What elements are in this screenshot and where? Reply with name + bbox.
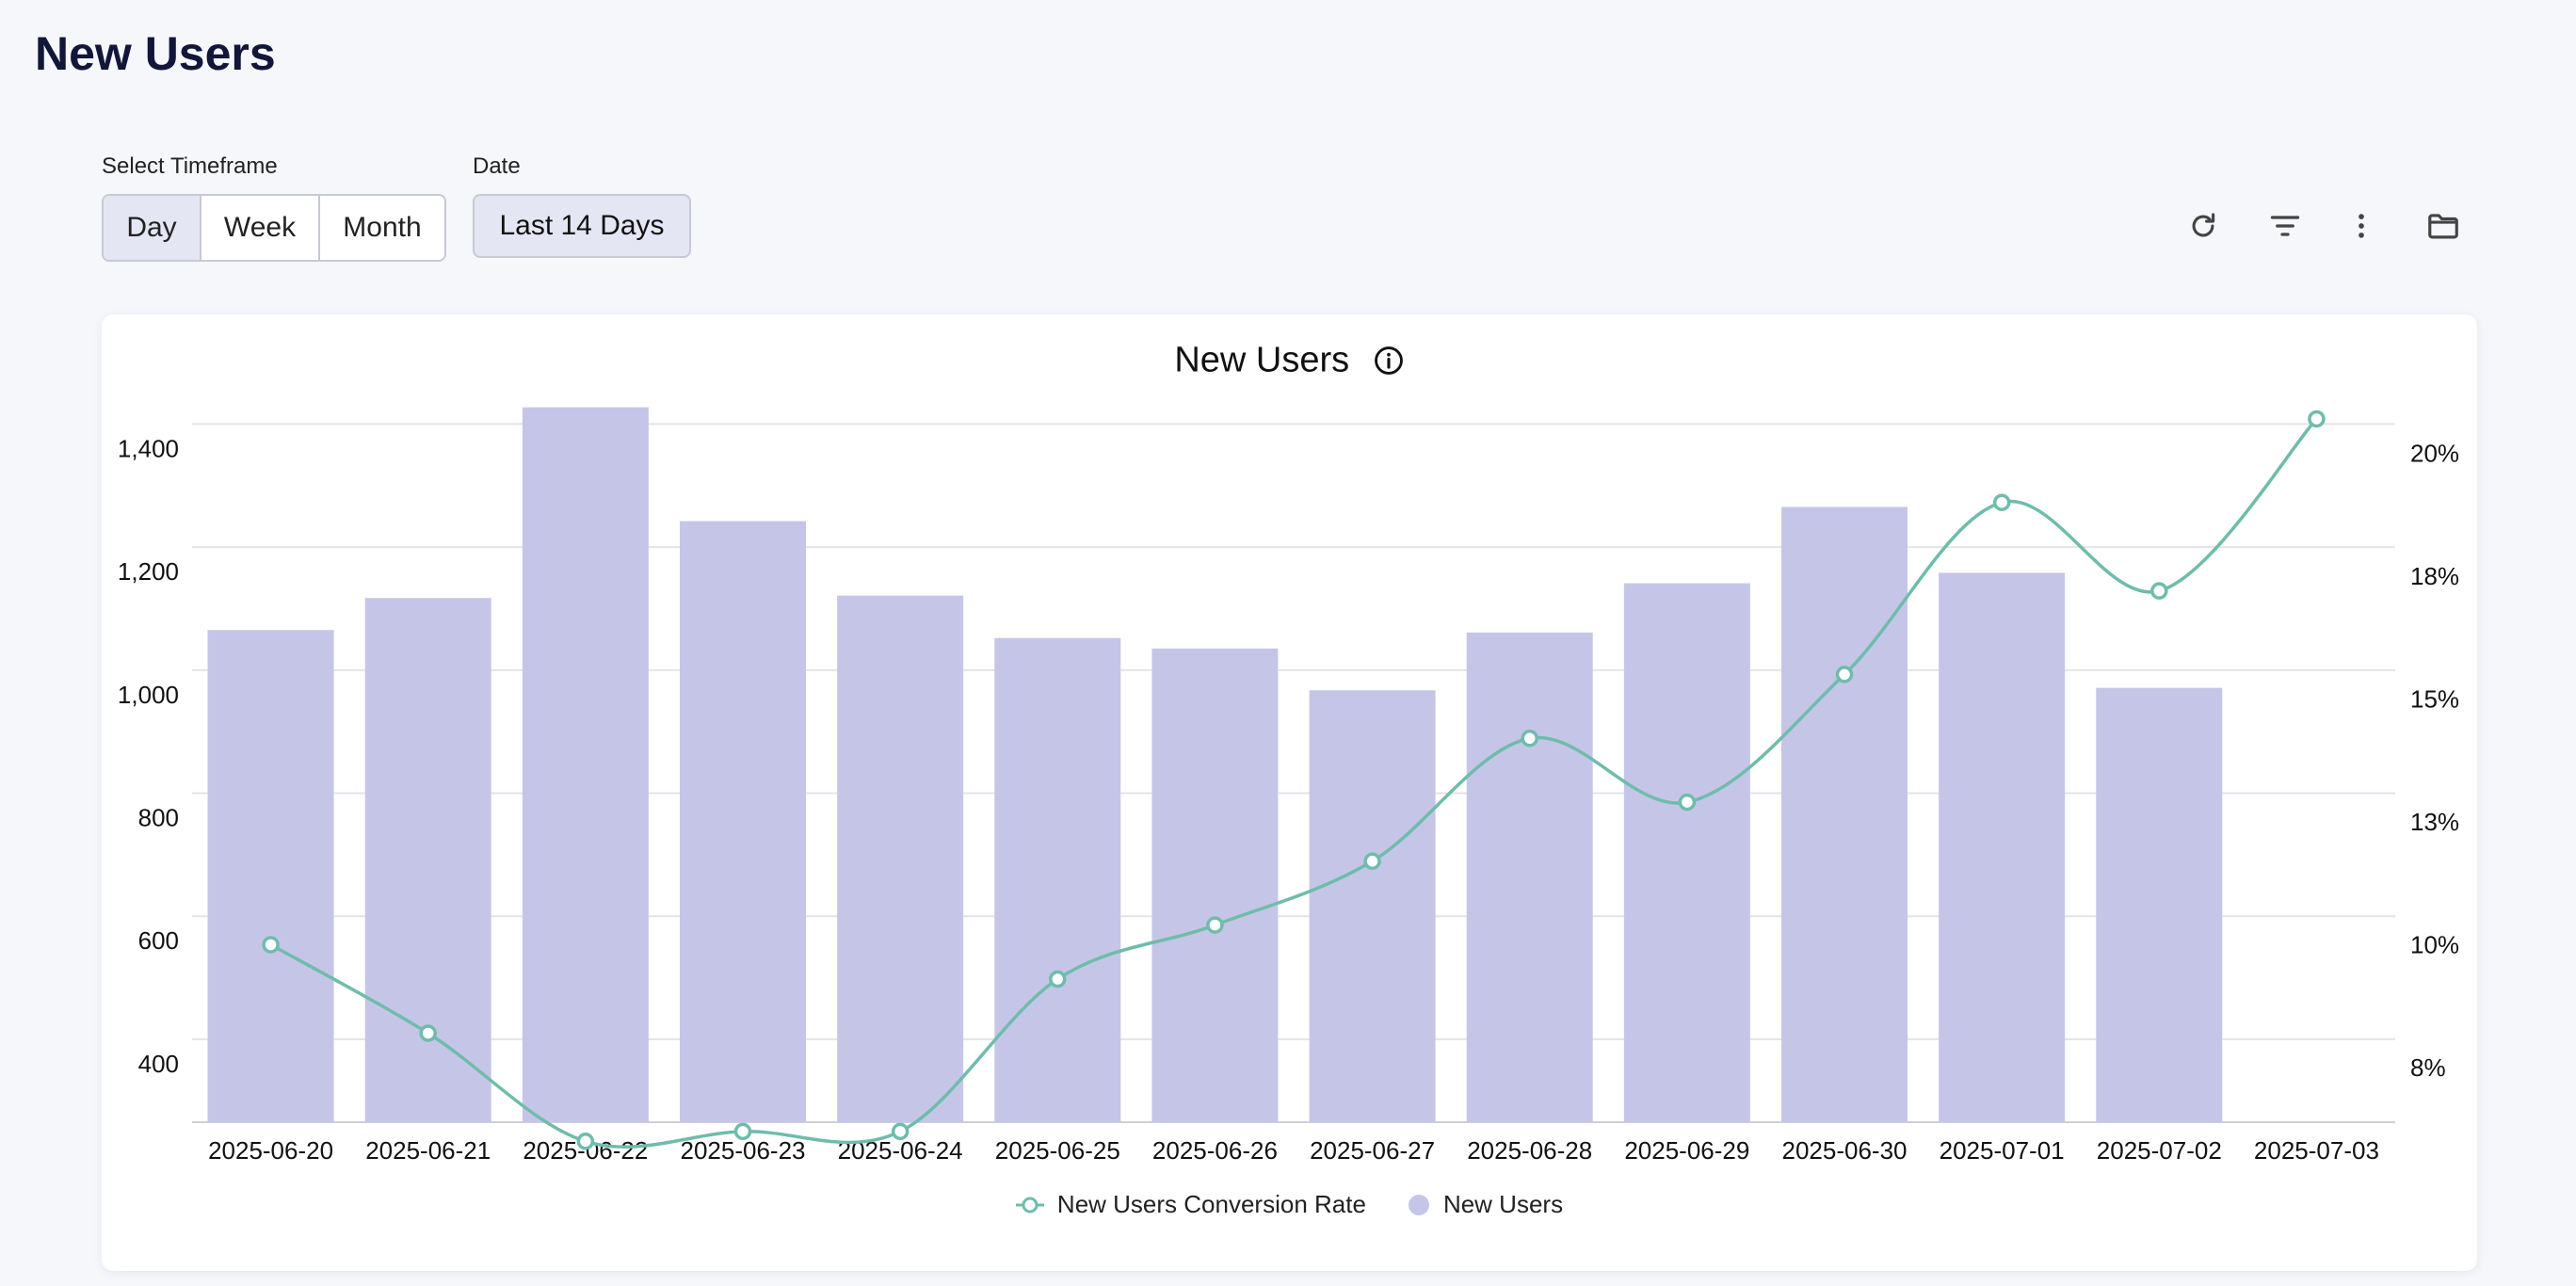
x-tick-label: 2025-06-25 — [995, 1136, 1120, 1165]
point-conversion-rate — [1678, 793, 1697, 812]
x-tick-label: 2025-07-02 — [2097, 1136, 2222, 1165]
point-conversion-rate — [891, 1122, 910, 1141]
timeframe-toggle: Day Week Month — [102, 194, 446, 262]
chart-card: New Users 400 600 800 1,000 1,200 1,400 8% 10% 1… — [102, 314, 2477, 1271]
x-tick-label: 2025-06-21 — [365, 1136, 491, 1165]
legend-label-conversion-rate: New Users Conversion Rate — [1056, 1190, 1366, 1218]
y-left-tick-label: 1,400 — [118, 434, 179, 462]
point-conversion-rate — [2150, 582, 2168, 600]
point-conversion-rate — [2308, 410, 2326, 428]
timeframe-day-button[interactable]: Day — [104, 196, 201, 260]
point-conversion-rate — [262, 936, 280, 954]
bar-new-users — [680, 521, 806, 1122]
chart-title-row: New Users — [102, 339, 2477, 380]
point-conversion-rate — [1363, 852, 1381, 871]
point-conversion-rate — [1521, 730, 1538, 747]
x-tick-label: 2025-06-23 — [681, 1136, 806, 1165]
y-left-tick-label: 600 — [138, 926, 179, 955]
y-left-tick-label: 800 — [138, 804, 179, 832]
point-conversion-rate — [1992, 493, 2011, 511]
date-label: Date — [473, 153, 521, 179]
x-tick-label: 2025-07-03 — [2254, 1136, 2379, 1165]
bar-new-users — [1309, 690, 1436, 1122]
point-conversion-rate — [1206, 916, 1224, 934]
y-right-tick-label: 10% — [2410, 931, 2459, 959]
refresh-icon[interactable] — [2181, 203, 2226, 249]
bar-new-users — [1466, 632, 1593, 1122]
y-right-tick-label: 8% — [2410, 1053, 2446, 1082]
chart-legend: New Users Conversion Rate New Users — [102, 1190, 2477, 1219]
legend-label-new-users: New Users — [1442, 1190, 1564, 1218]
x-tick-label: 2025-06-20 — [208, 1136, 333, 1165]
bar-new-users — [364, 598, 491, 1122]
timeframe-month-button[interactable]: Month — [343, 212, 422, 243]
legend-item-new-users[interactable]: New Users — [1408, 1190, 1563, 1219]
bar-new-users — [1623, 583, 1750, 1122]
bar-new-users — [994, 637, 1121, 1122]
point-conversion-rate — [576, 1133, 595, 1150]
legend-item-conversion-rate[interactable]: New Users Conversion Rate — [1015, 1190, 1366, 1219]
filter-icon[interactable] — [2262, 203, 2308, 249]
x-tick-label: 2025-07-01 — [1940, 1136, 2065, 1165]
x-tick-label: 2025-06-29 — [1624, 1136, 1749, 1165]
x-tick-label: 2025-06-27 — [1310, 1136, 1435, 1165]
y-right-tick-label: 18% — [2410, 562, 2459, 590]
y-left-tick-label: 1,000 — [118, 681, 179, 709]
point-conversion-rate — [1049, 970, 1067, 989]
page-title: New Users — [35, 27, 276, 80]
legend-bar-marker-icon — [1408, 1194, 1429, 1215]
y-right-tick-label: 20% — [2410, 440, 2459, 468]
bar-new-users — [2096, 687, 2223, 1122]
bar-new-users — [522, 407, 649, 1122]
more-vertical-icon[interactable] — [2339, 203, 2384, 249]
chart-plot: 400 600 800 1,000 1,200 1,400 8% 10% 13% 15% 18% 20… — [118, 407, 2459, 1165]
x-tick-label: 2025-06-28 — [1467, 1136, 1592, 1165]
info-icon[interactable] — [1373, 345, 1405, 377]
y-right-tick-label: 15% — [2410, 685, 2459, 714]
bar-new-users — [1781, 506, 1908, 1122]
bar-new-users — [1939, 572, 2066, 1122]
y-left-tick-label: 400 — [138, 1050, 179, 1078]
x-tick-label: 2025-06-24 — [838, 1136, 963, 1165]
chart-title: New Users — [1174, 340, 1350, 380]
bar-new-users — [1151, 648, 1279, 1122]
point-conversion-rate — [1835, 666, 1854, 683]
y-right-tick-label: 13% — [2410, 808, 2459, 836]
bar-new-users — [207, 630, 334, 1122]
y-left-tick-label: 1,200 — [118, 557, 179, 586]
date-range-button[interactable]: Last 14 Days — [473, 194, 691, 258]
folder-icon[interactable] — [2421, 203, 2466, 249]
timeframe-label: Select Timeframe — [102, 153, 278, 179]
bar-new-users — [837, 595, 964, 1122]
timeframe-week-button[interactable]: Week — [201, 196, 320, 260]
legend-line-marker-icon — [1015, 1197, 1044, 1213]
point-conversion-rate — [733, 1122, 752, 1141]
x-tick-label: 2025-06-26 — [1152, 1136, 1278, 1165]
point-conversion-rate — [419, 1024, 437, 1042]
x-tick-label: 2025-06-30 — [1782, 1136, 1908, 1165]
